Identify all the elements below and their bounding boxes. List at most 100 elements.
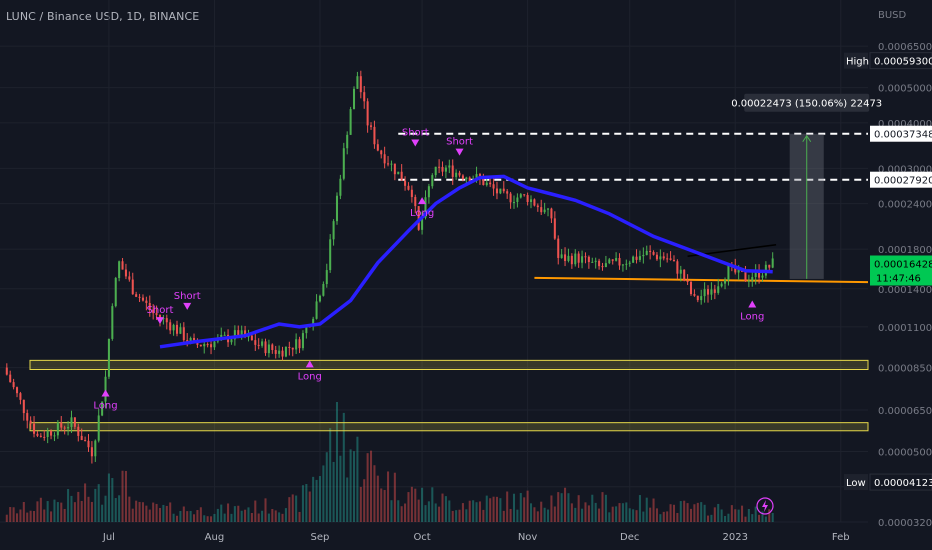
candle-body [70, 417, 73, 427]
volume-bar [46, 501, 49, 522]
volume-bar [135, 500, 138, 522]
candle-body [468, 177, 471, 182]
volume-bar [346, 477, 349, 522]
volume-bar [315, 479, 318, 522]
volume-bar [179, 510, 182, 522]
long-marker-icon [101, 389, 110, 397]
volume-bar [397, 500, 400, 522]
time-tick: Nov [518, 532, 538, 543]
volume-bar [233, 506, 236, 522]
volume-bar [553, 506, 556, 522]
candle-body [737, 268, 740, 273]
volume-bar [94, 488, 97, 522]
volume-bar [604, 494, 607, 522]
volume-bar [124, 470, 127, 522]
volume-bar [284, 508, 287, 522]
volume-bar [444, 496, 447, 522]
volume-bar [434, 503, 437, 522]
volume-bar [492, 496, 495, 522]
volume-bar [686, 503, 689, 522]
candle-body [118, 261, 121, 279]
candle-body [175, 324, 179, 334]
volume-bar [366, 453, 369, 522]
volume-bar [720, 509, 723, 522]
volume-bar [468, 500, 471, 522]
volume-bar [734, 509, 737, 522]
candle-body [659, 256, 662, 260]
candle-body [724, 280, 727, 284]
long-marker-icon [305, 360, 314, 368]
volume-bar [455, 510, 458, 522]
candle-body [152, 309, 155, 314]
volume-bar [267, 513, 270, 522]
volume-bar [407, 492, 410, 522]
volume-bar [475, 502, 478, 522]
volume-bar [271, 508, 274, 522]
candle-body [295, 339, 298, 350]
volume-bar [526, 490, 529, 522]
volume-bar [771, 512, 774, 522]
candle-body [77, 426, 80, 436]
volume-bar [730, 505, 733, 522]
volume-bar [148, 509, 151, 522]
price-currency: BUSD [878, 10, 907, 21]
candle-body [19, 393, 22, 400]
short-marker-icon [455, 148, 464, 156]
volume-bar [56, 502, 59, 522]
candle-body [635, 256, 638, 260]
volume-bar [349, 449, 352, 522]
volume-bar [414, 488, 417, 522]
candle-body [608, 259, 611, 264]
volume-bar [141, 502, 144, 522]
volume-bar [584, 502, 587, 522]
high-label-bg [844, 52, 868, 69]
volume-bar [196, 510, 199, 522]
volume-bar [519, 493, 522, 522]
candle-body [645, 250, 648, 255]
candle-body [615, 258, 618, 261]
candle-body [346, 134, 349, 149]
volume-bar [458, 509, 461, 522]
volume-bar [247, 507, 250, 522]
candle-body [404, 180, 407, 186]
volume-bar [652, 498, 655, 522]
volume-bar [713, 507, 716, 522]
candle-body [325, 270, 328, 285]
volume-bar [427, 501, 430, 522]
volume-bar [244, 509, 247, 522]
volume-bar [15, 513, 19, 522]
volume-bar [182, 506, 185, 522]
volume-bar [649, 507, 652, 522]
volume-bar [213, 513, 216, 522]
candle-body [274, 350, 277, 354]
candle-body [233, 330, 236, 340]
candle-body [550, 208, 553, 219]
candle-body [628, 262, 631, 264]
volume-bar [741, 505, 744, 522]
volume-bar [114, 498, 117, 522]
candle-body [383, 154, 386, 164]
candle-body [128, 276, 131, 280]
volume-bar [547, 509, 550, 522]
volume-bar [301, 485, 304, 522]
candle-body [390, 163, 393, 165]
candle-body [107, 338, 110, 377]
signal-label: Long [740, 311, 764, 322]
candle-body [519, 194, 522, 198]
candle-body [689, 281, 693, 295]
candle-body [237, 330, 240, 338]
volume-bar [325, 452, 328, 522]
candle-body [36, 433, 39, 436]
candles [5, 70, 774, 464]
candle-body [250, 335, 253, 341]
candle-body [315, 301, 318, 319]
volume-bar [33, 510, 36, 522]
high-label: High [846, 57, 869, 68]
volume-bar [370, 450, 373, 522]
volume-bar [683, 500, 686, 522]
candle-body [339, 178, 342, 196]
volume-bar [264, 498, 267, 522]
